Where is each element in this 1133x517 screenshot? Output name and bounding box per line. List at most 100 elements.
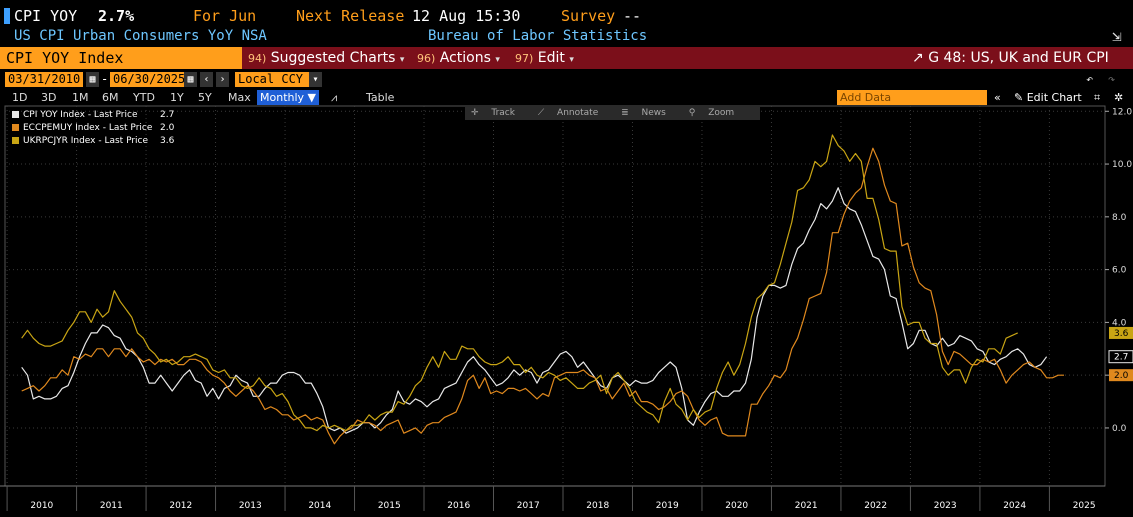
- ticker[interactable]: CPI YOY: [14, 7, 78, 25]
- actions-menu[interactable]: 96) Actions ▾: [417, 47, 500, 69]
- redo-icon[interactable]: ↷: [1108, 72, 1116, 86]
- last-value-label: 2.0: [1114, 371, 1129, 381]
- crosshair-icon: ✛: [471, 108, 479, 118]
- prev-period-button[interactable]: ‹: [200, 72, 213, 87]
- menu-bar: CPI YOY Index 94) Suggested Charts ▾ 96)…: [0, 47, 1133, 69]
- chevron-down-icon: ▾: [569, 55, 574, 65]
- legend-entry-value: 3.6: [160, 136, 175, 146]
- x-tick-label: 2025: [1073, 501, 1096, 511]
- zoom-icon: ⚲: [688, 108, 696, 118]
- actions-number: 96): [417, 52, 436, 65]
- start-date-input[interactable]: 03/31/2010: [5, 72, 84, 87]
- range-6m[interactable]: 6M: [102, 91, 119, 104]
- suggested-charts-label: Suggested Charts: [270, 50, 396, 66]
- range-ytd[interactable]: YTD: [133, 91, 155, 104]
- security-title[interactable]: CPI YOY Index: [0, 47, 242, 69]
- x-tick-label: 2019: [656, 501, 679, 511]
- currency-select[interactable]: Local CCY: [235, 72, 317, 87]
- security-description: US CPI Urban Consumers YoY NSA: [14, 28, 267, 44]
- survey-label: Survey: [561, 7, 616, 25]
- last-value-label: 3.6: [1114, 329, 1129, 339]
- date-separator: -: [101, 72, 109, 86]
- suggested-charts-menu[interactable]: 94) Suggested Charts ▾: [248, 47, 404, 69]
- x-tick-label: 2015: [378, 501, 401, 511]
- range-1d[interactable]: 1D: [12, 91, 28, 104]
- gear-icon[interactable]: ✲: [1114, 91, 1124, 104]
- chart-tools-icon[interactable]: ⌗: [1094, 91, 1101, 104]
- track-label: Track: [491, 108, 515, 118]
- range-1y[interactable]: 1Y: [170, 91, 184, 104]
- y-tick-label: 12.0: [1112, 107, 1132, 117]
- track-tool[interactable]: ✛ Track: [471, 108, 525, 118]
- chevron-down-icon[interactable]: ▾: [309, 72, 322, 87]
- chart-axes: 12.0 10.0 8.0 6.0 4.0 2.0 0.0 2010 2011 2012 2013 2…: [0, 107, 1133, 511]
- last-value-label: 2.7: [1114, 353, 1128, 363]
- table-button[interactable]: Table: [366, 91, 395, 104]
- legend-entry-name: UKRPCJYR Index - Last Price: [23, 136, 148, 146]
- legend-swatch: [12, 111, 19, 118]
- x-tick-label: 2010: [30, 501, 53, 511]
- chart-name[interactable]: ↗ G 48: US, UK and EUR CPI: [912, 47, 1109, 69]
- undo-icon[interactable]: ↶: [1086, 72, 1094, 86]
- series-line-2: [21, 134, 1018, 432]
- news-tool[interactable]: ≣ News: [621, 108, 676, 118]
- news-icon: ≣: [621, 108, 629, 118]
- survey-value: --: [623, 7, 642, 25]
- annotate-tool[interactable]: ⟋ Annotate: [538, 108, 608, 118]
- chart-grid: [4, 105, 1106, 487]
- range-1m[interactable]: 1M: [72, 91, 89, 104]
- next-release-value: 12 Aug 15:30: [412, 7, 521, 25]
- calendar-icon[interactable]: ▦: [184, 72, 197, 87]
- calendar-icon[interactable]: ▦: [86, 72, 99, 87]
- next-period-button[interactable]: ›: [216, 72, 229, 87]
- edit-chart-label: Edit Chart: [1026, 91, 1082, 104]
- collapse-icon[interactable]: «: [994, 91, 1001, 104]
- add-data-input[interactable]: Add Data: [837, 90, 987, 105]
- zoom-tool[interactable]: ⚲ Zoom: [689, 108, 744, 118]
- data-source: Bureau of Labor Statistics: [428, 28, 648, 44]
- end-date-input[interactable]: 06/30/2025: [110, 72, 189, 87]
- subtitle-row: US CPI Urban Consumers YoY NSA Bureau of…: [0, 26, 1133, 46]
- external-link-icon: ↗: [912, 50, 924, 66]
- frequency-label: Monthly: [260, 91, 305, 104]
- range-controls: 1D 3D 1M 6M YTD 1Y 5Y Max Monthly ▼ ⩘ Ta…: [0, 89, 1133, 106]
- y-tick-label: 0.0: [1112, 424, 1127, 434]
- news-label: News: [641, 108, 666, 118]
- date-controls: 03/31/2010 ▦ - 06/30/2025 ▦ ‹ › Local CC…: [0, 71, 1133, 88]
- edit-number: 97): [515, 52, 534, 65]
- y-tick-label: 6.0: [1112, 266, 1127, 276]
- legend-swatch: [12, 124, 19, 131]
- last-value: 2.7%: [98, 7, 135, 25]
- next-release-label: Next Release: [296, 7, 405, 25]
- actions-label: Actions: [439, 50, 491, 66]
- range-max[interactable]: Max: [228, 91, 251, 104]
- range-5y[interactable]: 5Y: [198, 91, 212, 104]
- range-3d[interactable]: 3D: [41, 91, 57, 104]
- chart-type-icon[interactable]: ⩘: [331, 91, 338, 104]
- y-tick-label: 8.0: [1112, 213, 1127, 223]
- frequency-select[interactable]: Monthly ▼: [257, 90, 320, 105]
- chevron-down-icon: ▾: [495, 55, 500, 65]
- expand-icon[interactable]: ⇲: [1112, 26, 1122, 45]
- x-tick-label: 2018: [586, 501, 609, 511]
- series-line-0: [21, 187, 1048, 434]
- legend-entry-value: 2.7: [160, 110, 174, 120]
- edit-chart-button[interactable]: ✎ Edit Chart: [1014, 90, 1082, 105]
- pencil-icon: ⟋: [537, 108, 545, 118]
- plot-frame: [4, 105, 1106, 487]
- legend-entry-name: CPI YOY Index - Last Price: [23, 110, 138, 120]
- edit-menu[interactable]: 97) Edit ▾: [515, 47, 574, 69]
- legend-entry-value: 2.0: [160, 123, 175, 133]
- x-tick-label: 2011: [100, 501, 123, 511]
- y-tick-label: 4.0: [1112, 318, 1127, 328]
- last-value-box: [1109, 369, 1133, 382]
- chevron-down-icon: ▼: [307, 91, 317, 104]
- for-period: For Jun: [193, 7, 257, 25]
- legend: CPI YOY Index - Last Price 2.7 ECCPEMUY In…: [12, 110, 175, 146]
- x-tick-label: 2012: [169, 501, 192, 511]
- header-row: CPI YOY 2.7% For Jun Next Release 12 Aug…: [0, 6, 1133, 26]
- legend-entry-name: ECCPEMUY Index - Last Price: [23, 123, 153, 133]
- x-tick-label: 2021: [795, 501, 818, 511]
- chart-toolbar: ✛ Track ⟋ Annotate ≣ News ⚲ Zoom: [465, 106, 761, 120]
